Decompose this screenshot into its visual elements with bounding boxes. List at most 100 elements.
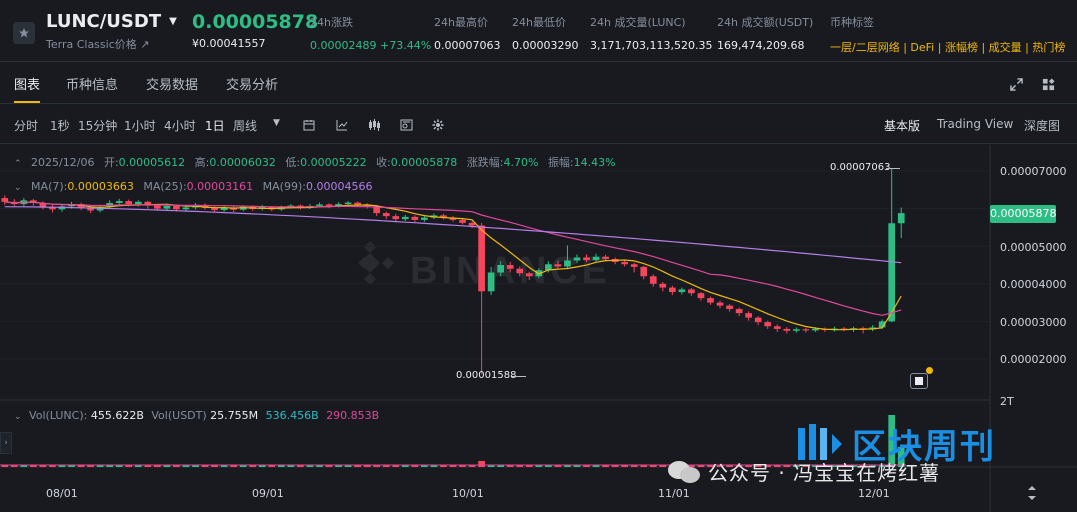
volume-bar <box>363 465 371 467</box>
candle-body <box>583 257 590 261</box>
view-tradingview[interactable]: Trading View <box>937 117 1014 131</box>
candle-body <box>602 256 609 259</box>
volume-bar <box>630 465 638 467</box>
candle-body <box>707 298 714 303</box>
chevron-down-icon-vol[interactable]: ⌄ <box>14 412 22 422</box>
interval-week[interactable]: 周线 <box>233 119 258 133</box>
tab-coin-info[interactable]: 币种信息 <box>66 78 119 93</box>
volume-bar <box>344 465 352 467</box>
x-tick-1101: 11/01 <box>658 487 690 500</box>
settings-gear-icon[interactable] <box>431 118 445 132</box>
volume-bar <box>592 465 600 467</box>
candle-body <box>897 213 905 224</box>
y-tick-40: 0.00004000 <box>1000 278 1067 291</box>
interval-15m[interactable]: 15分钟 <box>78 119 118 133</box>
candle-body <box>325 204 333 207</box>
candle-body <box>678 289 686 293</box>
tab-chart[interactable]: 图表 <box>14 78 41 93</box>
more-intervals-caret-icon[interactable]: ▼ <box>273 118 280 128</box>
low-marker-line <box>512 376 526 377</box>
volume-bar <box>716 465 724 467</box>
stat-24h-high: 24h最高价 0.00007063 <box>434 16 501 52</box>
volume-bar <box>96 465 104 467</box>
candle-body <box>688 289 695 294</box>
tag-defi[interactable]: DeFi <box>910 41 935 54</box>
interval-4h[interactable]: 4小时 <box>164 119 196 133</box>
candle-body <box>764 322 772 327</box>
candle-body <box>134 201 142 205</box>
volume-bar <box>144 465 152 467</box>
interval-1h[interactable]: 1小时 <box>124 119 156 133</box>
volume-bar <box>850 465 857 467</box>
volume-bar <box>726 465 733 467</box>
volume-bar <box>506 465 514 467</box>
x-tick-1001: 10/01 <box>452 487 484 500</box>
high-marker-label: 0.00007063 <box>830 162 891 173</box>
price-chart[interactable]: BINANCE <box>0 145 1077 512</box>
favorite-star-icon[interactable] <box>13 22 35 44</box>
candle-body <box>182 207 190 210</box>
candle-body <box>497 265 505 273</box>
candle-body <box>554 264 562 267</box>
view-basic[interactable]: 基本版 <box>884 119 921 133</box>
scroll-left-icon[interactable]: › <box>0 432 12 454</box>
volume-bar <box>812 465 819 467</box>
events-icon[interactable] <box>910 373 928 389</box>
scale-arrows-icon[interactable] <box>1024 485 1040 501</box>
indicator-icon[interactable] <box>335 118 349 132</box>
candle-body <box>459 219 466 223</box>
chart-toolbar: 分时 1秒 15分钟 1小时 4小时 1日 周线 ▼ 基本版 Trading V… <box>0 104 1077 144</box>
volume-bar <box>306 465 314 467</box>
candle-body <box>316 204 323 206</box>
volume-bar <box>115 465 123 467</box>
interval-1d[interactable]: 1日 <box>205 119 225 133</box>
candle-body <box>401 216 409 220</box>
volume-bar <box>10 465 18 467</box>
volume-bar <box>745 465 752 467</box>
calendar-icon[interactable] <box>302 118 316 132</box>
layout-grid-icon[interactable] <box>1040 76 1056 92</box>
coin-tags: 币种标签 一层/二层网络 | DeFi | 涨幅榜 | 成交量 | 热门榜 <box>830 16 1066 54</box>
candlestick-type-icon[interactable] <box>367 118 381 132</box>
volume-bar <box>831 465 838 467</box>
pair-subtitle[interactable]: Terra Classic价格 ↗ <box>46 38 150 51</box>
volume-bar <box>754 465 762 467</box>
ohlc-close: 0.00005878 <box>390 156 458 169</box>
tag-gainers[interactable]: 涨幅榜 <box>944 41 978 54</box>
view-depth[interactable]: 深度图 <box>1024 119 1061 133</box>
volume-bar <box>392 465 400 467</box>
tab-trading-analysis[interactable]: 交易分析 <box>226 78 279 93</box>
volume-bar <box>230 465 237 467</box>
tab-trading-data[interactable]: 交易数据 <box>146 78 199 93</box>
chart-area[interactable]: BINANCE ⌃ 2025/12/06 开:0.00005612 高:0.00… <box>0 145 1077 512</box>
candle-body <box>669 287 676 293</box>
expand-icon[interactable] <box>1008 76 1024 92</box>
tag-hot[interactable]: 热门榜 <box>1032 41 1066 54</box>
volume-bar <box>649 465 657 467</box>
pair-selector[interactable]: LUNC/USDT ▼ <box>46 11 177 32</box>
volume-bar <box>516 465 524 467</box>
chevron-up-icon[interactable]: ⌃ <box>14 159 22 169</box>
candle-body <box>211 207 218 211</box>
volume-bar <box>58 465 66 467</box>
volume-bar <box>554 465 562 467</box>
wechat-overlay: 公众号 · 冯宝宝在烤红薯 <box>668 457 940 486</box>
candle-body <box>220 207 228 211</box>
volume-bar <box>764 465 772 467</box>
volume-bar <box>287 465 295 467</box>
interval-timeline[interactable]: 分时 <box>14 119 39 133</box>
stat-24h-low: 24h最低价 0.00003290 <box>512 16 579 52</box>
chevron-down-icon[interactable]: ⌄ <box>14 183 22 193</box>
volume-bar <box>869 465 876 467</box>
volume-bar <box>239 465 247 467</box>
volume-bar <box>535 465 543 467</box>
x-tick-1201: 12/01 <box>858 487 890 500</box>
drawing-tools-icon[interactable] <box>399 118 413 132</box>
brand-logo-overlay: 区块周刊 <box>796 419 996 468</box>
interval-1s[interactable]: 1秒 <box>50 119 70 133</box>
volume-bar <box>659 465 667 467</box>
candle-body <box>516 268 524 274</box>
candle-body <box>354 202 361 205</box>
tag-volume[interactable]: 成交量 <box>988 41 1022 54</box>
tag-layer-network[interactable]: 一层/二层网络 <box>830 41 900 54</box>
